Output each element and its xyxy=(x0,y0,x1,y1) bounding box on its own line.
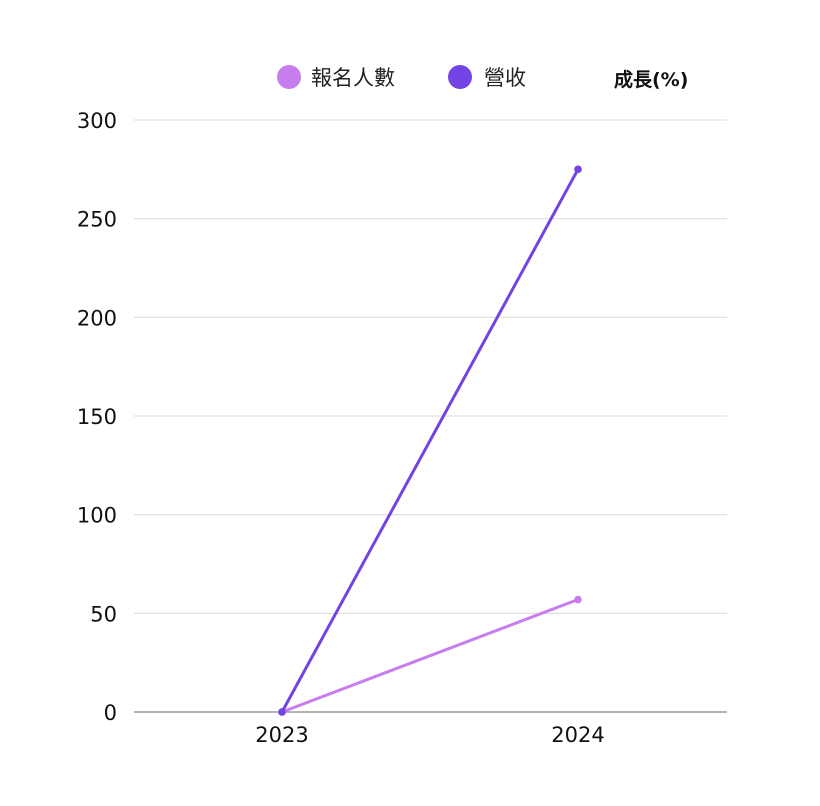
y-tick-label: 150 xyxy=(77,405,117,429)
legend-swatch xyxy=(277,65,301,89)
legend: 報名人數 營收 xyxy=(277,65,526,90)
series-line-1 xyxy=(280,167,580,714)
y-tick-label: 0 xyxy=(104,701,117,725)
data-point xyxy=(574,165,582,174)
data-point xyxy=(574,595,582,604)
y-tick-label: 200 xyxy=(77,306,117,330)
y-axis-title: 成長(%) xyxy=(614,68,688,91)
x-tick-label: 2023 xyxy=(255,723,308,747)
axes: 0 50 100 150 200 250 300 2023 2024 xyxy=(77,109,727,747)
series-line-0 xyxy=(280,598,580,714)
data-point xyxy=(278,708,286,716)
legend-swatch xyxy=(448,65,472,89)
legend-label: 營收 xyxy=(484,66,526,90)
y-tick-label: 100 xyxy=(77,504,117,528)
legend-label: 報名人數 xyxy=(311,66,395,90)
x-tick-label: 2024 xyxy=(551,723,604,747)
y-tick-label: 250 xyxy=(77,208,117,232)
y-tick-label: 300 xyxy=(77,109,117,133)
y-tick-label: 50 xyxy=(90,602,117,626)
grid-lines xyxy=(134,119,727,614)
series-lines xyxy=(278,165,582,716)
